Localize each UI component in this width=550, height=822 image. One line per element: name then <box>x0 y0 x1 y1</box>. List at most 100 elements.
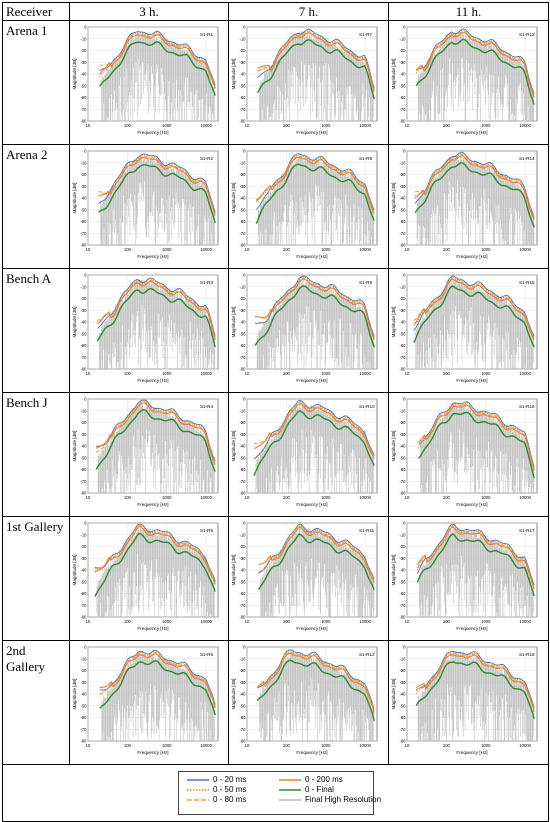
y-tick-label: -30 <box>80 308 87 313</box>
y-tick-label: -80 <box>399 243 406 248</box>
series-0-80ms <box>256 155 375 213</box>
series-0-50ms <box>413 276 535 339</box>
series-0-final <box>99 659 216 716</box>
x-tick-label: 100 <box>124 619 132 624</box>
legend-cell: 0 - 20 ms 0 - 200 ms 0 - 50 ms 0 - Final 0 -… <box>2 764 549 822</box>
y-tick-label: -30 <box>80 680 87 685</box>
series-0-20ms <box>416 523 535 586</box>
y-tick-label: -70 <box>80 231 87 236</box>
y-tick-label: -40 <box>80 320 87 325</box>
legend-label: 0 - Final <box>305 785 334 794</box>
series-0-final <box>98 164 216 223</box>
y-tick-label: -10 <box>239 408 246 413</box>
y-axis-label: Magnitude [dB] <box>72 431 77 462</box>
y-tick-label: -40 <box>80 692 87 697</box>
y-tick-label: -20 <box>80 544 87 549</box>
frequency-response-plot: 10 100 1000 10000 0 -10 -20 -30 -40 -50 -60 -70 -80 F… <box>391 273 538 383</box>
y-tick-label: -60 <box>399 715 406 720</box>
y-tick-label: -70 <box>399 107 406 112</box>
plot-id-label: S1-R7 <box>359 32 372 37</box>
frequency-response-plot: 10 100 1000 10000 0 -10 -20 -30 -40 -50 -60 -70 -80 F… <box>72 397 219 507</box>
series-0-200ms <box>99 653 216 709</box>
y-tick-label: -70 <box>399 479 406 484</box>
y-tick-label: -50 <box>239 207 246 212</box>
series-0-20ms <box>97 277 216 337</box>
y-tick-label: -10 <box>80 284 87 289</box>
legend-row: 0 - 20 ms 0 - 200 ms 0 - 50 ms 0 - Final 0 -… <box>2 764 549 822</box>
y-tick-label: -40 <box>80 444 87 449</box>
receiver-row: Arena 2 10 100 1000 10000 0 -10 -20 -30 -40 -50 -60… <box>2 144 549 269</box>
series-0-20ms <box>255 153 375 211</box>
high-resolution-series <box>255 402 374 493</box>
x-tick-label: 100 <box>124 743 132 748</box>
plot-cell: 10 100 1000 10000 0 -10 -20 -30 -40 -50 -60 -70 -80 F… <box>388 20 549 145</box>
plot-cell: 10 100 1000 10000 0 -10 -20 -30 -40 -50 -60 -70 -80 F… <box>69 144 229 269</box>
series-0-final <box>415 661 535 720</box>
series-0-200ms <box>413 278 535 341</box>
series-0-200ms <box>256 156 375 214</box>
x-tick-label: 1000 <box>481 371 491 376</box>
x-tick-label: 100 <box>283 743 291 748</box>
x-tick-label: 10 <box>86 743 91 748</box>
legend-label: 0 - 80 ms <box>213 795 247 804</box>
plot-cell: 10 100 1000 10000 0 -10 -20 -30 -40 -50 -60 -70 -80 F… <box>388 144 549 269</box>
series-0-80ms <box>94 524 216 584</box>
series-0-200ms <box>253 403 375 460</box>
y-tick-label: -40 <box>239 692 246 697</box>
plot-id-label: S1-R10 <box>359 404 375 409</box>
x-axis-label: Frequency [Hz] <box>137 130 168 135</box>
y-tick-label: 0 <box>243 521 246 526</box>
series-0-final <box>418 411 535 479</box>
y-tick-label: -20 <box>399 296 406 301</box>
frequency-response-plot: 10 100 1000 10000 0 -10 -20 -30 -40 -50 -60 -70 -80 F… <box>72 645 219 755</box>
x-tick-label: 100 <box>283 371 291 376</box>
receiver-header: Receiver <box>2 2 70 21</box>
x-axis-label: Frequency [Hz] <box>137 626 168 631</box>
y-tick-label: -80 <box>239 491 246 496</box>
y-tick-label: -70 <box>239 479 246 484</box>
series-0-20ms <box>418 401 535 468</box>
y-tick-label: -10 <box>80 160 87 165</box>
x-tick-label: 10 <box>86 123 91 128</box>
y-tick-label: -70 <box>80 727 87 732</box>
series-0-80ms <box>415 30 535 97</box>
series-0-20ms <box>253 399 375 460</box>
series-0-50ms <box>98 154 216 214</box>
y-tick-label: 0 <box>243 397 246 402</box>
y-tick-label: -30 <box>239 60 246 65</box>
plot-id-label: S1-R5 <box>200 528 213 533</box>
y-tick-label: -20 <box>239 420 246 425</box>
y-axis-label: Magnitude [dB] <box>72 555 77 586</box>
x-tick-label: 10000 <box>359 495 371 500</box>
series-0-50ms <box>253 400 375 459</box>
series-0-final <box>416 533 535 597</box>
frequency-response-plot: 10 100 1000 10000 0 -10 -20 -30 -40 -50 -60 -70 -80 F… <box>391 149 538 259</box>
series-0-final <box>95 408 216 472</box>
series-0-80ms <box>258 525 375 582</box>
x-axis-label: Frequency [Hz] <box>296 130 327 135</box>
y-tick-label: -40 <box>239 72 246 77</box>
y-tick-label: -10 <box>239 36 246 41</box>
y-tick-label: -80 <box>399 491 406 496</box>
x-axis-label: Frequency [Hz] <box>456 750 487 755</box>
frequency-response-plot: 10 100 1000 10000 0 -10 -20 -30 -40 -50 -60 -70 -80 F… <box>391 645 538 755</box>
series-0-200ms <box>255 278 375 341</box>
plot-cell: 10 100 1000 10000 0 -10 -20 -30 -40 -50 -60 -70 -80 F… <box>69 20 229 145</box>
y-tick-label: -50 <box>399 703 406 708</box>
y-tick-label: -60 <box>80 343 87 348</box>
receiver-label: Arena 1 <box>2 20 70 145</box>
high-resolution-series <box>420 401 535 493</box>
y-tick-label: 0 <box>403 273 406 278</box>
time-header-3h: 3 h. <box>69 2 229 21</box>
y-tick-label: -80 <box>399 615 406 620</box>
high-resolution-series <box>417 31 534 121</box>
y-tick-label: -40 <box>80 568 87 573</box>
plot-id-label: S1-R11 <box>359 528 375 533</box>
plot-id-label: S1-R16 <box>519 404 535 409</box>
plot-id-label: S1-R14 <box>519 156 535 161</box>
series-0-final <box>254 285 375 348</box>
y-tick-label: -70 <box>399 231 406 236</box>
y-tick-label: -60 <box>399 219 406 224</box>
y-tick-label: -20 <box>399 668 406 673</box>
y-tick-label: -50 <box>80 579 87 584</box>
